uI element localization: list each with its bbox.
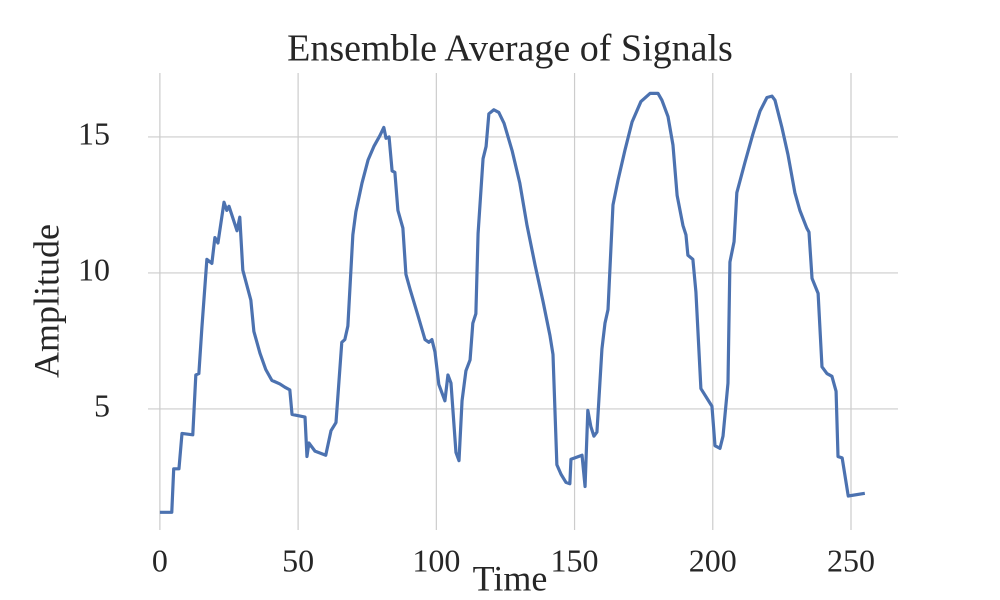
x-tick-label: 100 <box>412 542 460 578</box>
x-tick-label: 150 <box>551 542 599 578</box>
y-tick-label: 15 <box>78 115 110 151</box>
chart-title: Ensemble Average of Signals <box>287 28 733 70</box>
x-tick-label: 0 <box>152 542 168 578</box>
x-tick-label: 250 <box>827 542 875 578</box>
y-tick-label: 5 <box>94 387 110 423</box>
x-tick-label: 200 <box>689 542 737 578</box>
data-line <box>159 91 866 514</box>
y-tick-label: 10 <box>78 251 110 287</box>
x-tick-label: 50 <box>282 542 314 578</box>
y-axis-label: Amplitude <box>26 224 66 378</box>
x-axis-label: Time <box>473 558 548 598</box>
